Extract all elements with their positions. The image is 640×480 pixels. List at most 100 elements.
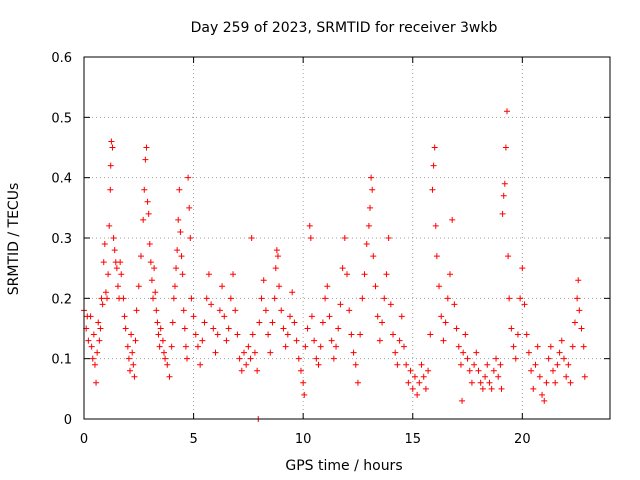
data-point xyxy=(547,343,554,350)
data-point xyxy=(581,373,588,380)
data-point xyxy=(89,355,96,362)
data-point xyxy=(407,367,414,374)
data-point xyxy=(127,367,134,374)
data-point xyxy=(500,192,507,199)
data-point xyxy=(319,319,326,326)
data-point xyxy=(271,295,278,302)
data-point xyxy=(337,301,344,308)
data-point xyxy=(381,295,388,302)
data-point xyxy=(162,355,169,362)
data-point xyxy=(142,156,149,163)
data-point xyxy=(357,331,364,338)
data-point xyxy=(192,331,199,338)
data-point xyxy=(105,271,112,278)
data-point xyxy=(148,277,155,284)
data-point xyxy=(181,325,188,332)
data-point xyxy=(350,349,357,356)
y-tick-label: 0.5 xyxy=(51,111,72,126)
data-point xyxy=(313,355,320,362)
data-point xyxy=(440,337,447,344)
data-point xyxy=(130,361,137,368)
data-point xyxy=(574,295,581,302)
data-point xyxy=(558,337,565,344)
data-point xyxy=(297,367,304,374)
data-points xyxy=(81,108,588,422)
data-point xyxy=(117,259,124,266)
data-point xyxy=(554,361,561,368)
data-point xyxy=(262,307,269,314)
data-point xyxy=(576,307,583,314)
data-point xyxy=(180,307,187,314)
data-point xyxy=(276,283,283,290)
data-point xyxy=(234,331,241,338)
data-point xyxy=(460,349,467,356)
data-point xyxy=(539,391,546,398)
axis-ticks: 0 0.1 0.2 0.3 0.4 0.5 0.6 0 5 10 15 20 xyxy=(51,51,610,447)
data-point xyxy=(177,228,184,235)
data-point xyxy=(341,235,348,241)
data-point xyxy=(184,355,191,362)
data-point xyxy=(499,210,506,217)
data-point xyxy=(155,331,162,338)
data-point xyxy=(431,144,438,151)
data-point xyxy=(344,271,350,278)
data-point xyxy=(175,216,182,223)
data-point xyxy=(140,216,147,223)
data-point xyxy=(550,367,557,374)
data-point xyxy=(99,301,106,308)
data-point xyxy=(278,307,285,314)
data-point xyxy=(447,271,454,278)
data-point xyxy=(488,385,495,392)
data-point xyxy=(536,373,543,380)
data-point xyxy=(370,253,377,260)
data-point xyxy=(166,373,173,380)
data-point xyxy=(120,295,127,302)
data-point xyxy=(497,361,504,368)
data-point xyxy=(97,325,104,332)
data-point xyxy=(114,283,121,290)
data-point xyxy=(438,313,445,320)
data-point xyxy=(113,265,120,272)
data-point xyxy=(260,277,267,284)
data-point xyxy=(505,253,512,260)
data-point xyxy=(90,331,97,338)
data-point xyxy=(493,355,500,362)
data-point xyxy=(243,361,250,368)
data-point xyxy=(173,265,180,272)
data-point xyxy=(146,241,153,248)
data-point xyxy=(300,379,307,386)
data-point xyxy=(187,235,194,241)
data-point xyxy=(484,361,491,368)
data-point xyxy=(394,361,401,368)
data-point xyxy=(164,361,171,368)
data-point xyxy=(521,301,528,308)
data-point xyxy=(236,355,243,362)
data-point xyxy=(479,385,486,392)
data-point xyxy=(95,319,102,326)
x-tick-label: 10 xyxy=(295,432,312,447)
data-point xyxy=(168,343,175,350)
data-point xyxy=(503,108,510,115)
data-point xyxy=(124,343,131,350)
data-point xyxy=(563,373,570,380)
data-point xyxy=(304,325,311,332)
data-point xyxy=(545,355,552,362)
data-point xyxy=(453,325,460,332)
data-point xyxy=(223,337,230,344)
data-point xyxy=(306,222,313,229)
data-point xyxy=(433,253,440,260)
data-point xyxy=(94,349,101,356)
data-point xyxy=(457,361,464,368)
data-point xyxy=(152,289,159,296)
data-point xyxy=(178,253,185,260)
data-point xyxy=(580,343,587,350)
data-point xyxy=(248,235,255,241)
x-tick-label: 5 xyxy=(189,432,197,447)
data-point xyxy=(274,253,281,260)
data-point xyxy=(153,307,160,314)
data-point xyxy=(85,337,92,344)
data-point xyxy=(374,313,381,320)
data-point xyxy=(508,325,515,332)
data-point xyxy=(129,349,136,356)
data-point xyxy=(145,210,152,217)
